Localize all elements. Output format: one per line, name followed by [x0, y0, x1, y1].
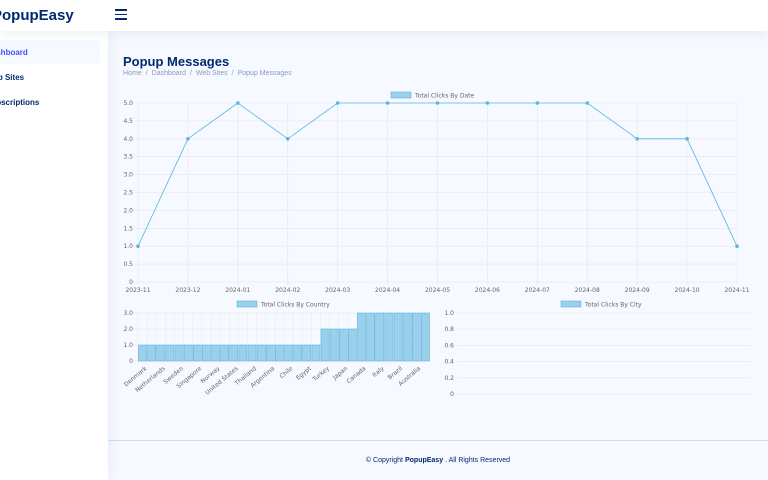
main-content: Popup Messages Home / Dashboard / Web Si… — [108, 31, 768, 480]
breadcrumb-separator: / — [231, 70, 234, 77]
footer-brand[interactable]: PopupEasy — [404, 457, 444, 464]
footer-suffix: . All Rights Reserved — [445, 457, 511, 464]
top-header: PopupEasy — [0, 0, 768, 31]
breadcrumb-dashboard[interactable]: Dashboard — [151, 70, 186, 77]
sidebar-item-web-sites[interactable]: Web Sites — [0, 65, 100, 89]
footer: © Copyright PopupEasy . All Rights Reser… — [108, 440, 768, 480]
sidebar-item-label: Subscriptions — [0, 97, 40, 107]
breadcrumb-web-sites[interactable]: Web Sites — [195, 70, 228, 77]
menu-toggle-icon[interactable] — [115, 9, 127, 21]
breadcrumb-home[interactable]: Home — [123, 70, 142, 77]
logo[interactable]: PopupEasy — [0, 7, 74, 24]
breadcrumb-separator: / — [189, 70, 192, 77]
sidebar: Dashboard Web Sites Subscriptions — [0, 31, 108, 480]
breadcrumb: Home / Dashboard / Web Sites / Popup Mes… — [123, 70, 292, 77]
page-title: Popup Messages — [123, 54, 230, 69]
footer-prefix: © Copyright — [365, 457, 403, 464]
sidebar-item-dashboard[interactable]: Dashboard — [0, 40, 100, 64]
sidebar-item-subscriptions[interactable]: Subscriptions — [0, 90, 100, 114]
breadcrumb-separator: / — [145, 70, 148, 77]
breadcrumb-current: Popup Messages — [237, 70, 292, 77]
sidebar-item-label: Dashboard — [0, 47, 28, 57]
sidebar-item-label: Web Sites — [0, 72, 25, 82]
